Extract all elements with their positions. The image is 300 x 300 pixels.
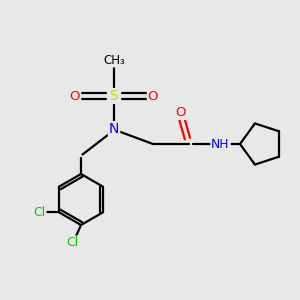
Text: N: N	[109, 122, 119, 136]
Text: O: O	[175, 106, 185, 119]
Text: S: S	[110, 89, 118, 103]
Text: O: O	[70, 89, 80, 103]
Text: NH: NH	[211, 137, 230, 151]
Text: O: O	[148, 89, 158, 103]
Text: CH₃: CH₃	[103, 53, 125, 67]
Text: Cl: Cl	[33, 206, 46, 219]
Text: Cl: Cl	[66, 236, 78, 250]
